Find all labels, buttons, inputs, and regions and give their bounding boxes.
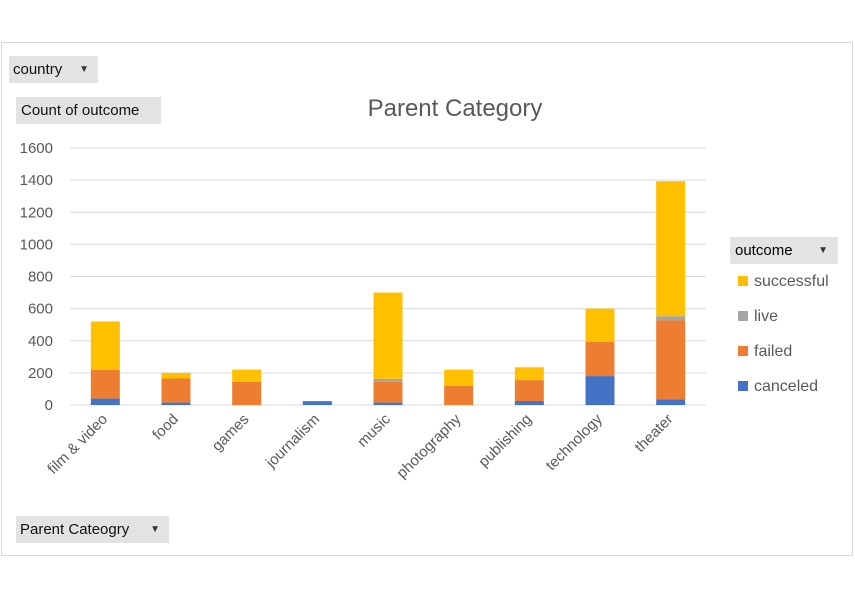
value-field-text: Count of outcome: [21, 102, 140, 119]
bar-segment-failed: [585, 341, 615, 377]
bar-segment-canceled: [302, 401, 332, 405]
bar-segment-canceled: [656, 399, 686, 405]
x-tick-label: theater: [631, 411, 676, 456]
legend-item-failed: failed: [738, 342, 792, 362]
legend-label: failed: [754, 343, 793, 360]
x-tick-label: journalism: [262, 411, 323, 472]
y-tick-label: 200: [28, 365, 53, 382]
bar-segment-failed: [514, 380, 544, 401]
legend-swatch: [738, 345, 748, 356]
bar-segment-canceled: [585, 376, 615, 405]
y-tick-label: 400: [28, 333, 53, 350]
bar-segment-successful: [585, 308, 615, 342]
bar-segment-canceled: [161, 402, 191, 405]
bar-segment-failed: [161, 378, 191, 403]
bar-segment-canceled: [514, 400, 544, 405]
bar-segment-failed: [90, 369, 120, 399]
bar-segment-successful: [90, 321, 120, 370]
bar-segment-failed: [232, 381, 262, 405]
legend-swatch: [738, 310, 748, 321]
bar-segment-live: [373, 378, 403, 382]
bar-segment-successful: [161, 372, 191, 379]
legend: outcome ▼ successful live failed canceled: [730, 237, 838, 395]
bar-segment-successful: [444, 369, 474, 386]
y-tick-label: 1600: [20, 140, 53, 157]
bars: [90, 181, 686, 405]
legend-item-successful: successful: [738, 272, 829, 292]
bar-segment-failed: [444, 385, 474, 405]
bar-segment-successful: [656, 181, 686, 317]
bar-segment-failed: [656, 320, 686, 400]
dropdown-arrow-icon: ▼: [79, 64, 89, 75]
bar-segment-canceled: [373, 402, 403, 405]
x-tick-label: food: [149, 411, 182, 444]
legend-label: canceled: [754, 378, 819, 395]
x-axis-ticks: film & video food games journalism music phot…: [44, 410, 676, 481]
legend-swatch: [738, 380, 748, 391]
y-axis-ticks: 0 200 400 600 800 1000 1200 1400 1600: [20, 140, 53, 414]
y-tick-label: 1400: [20, 172, 53, 189]
x-tick-label: games: [209, 411, 253, 455]
bar-segment-live: [656, 316, 686, 321]
y-tick-label: 600: [28, 301, 53, 318]
dropdown-arrow-icon: ▼: [818, 245, 828, 256]
y-tick-label: 1200: [20, 204, 53, 221]
legend-label: live: [754, 308, 779, 325]
y-tick-label: 0: [45, 397, 53, 414]
bar-segment-successful: [232, 369, 262, 382]
bar-segment-successful: [373, 292, 403, 379]
legend-swatch: [738, 275, 748, 286]
outcome-filter-button[interactable]: outcome ▼: [730, 237, 838, 264]
legend-item-live: live: [738, 307, 778, 327]
legend-item-canceled: canceled: [738, 377, 818, 397]
bar-segment-successful: [514, 367, 544, 381]
x-tick-label: technology: [542, 410, 606, 474]
country-filter-label: country: [13, 61, 63, 78]
x-tick-label: photography: [393, 410, 464, 481]
bar-segment-failed: [373, 381, 403, 403]
chart-area: [1, 42, 853, 556]
x-tick-label: publishing: [475, 411, 535, 471]
dropdown-arrow-icon: ▼: [150, 524, 160, 535]
chart-title: Parent Category: [368, 95, 543, 122]
x-tick-label: film & video: [44, 411, 111, 478]
bar-segment-canceled: [90, 398, 120, 405]
y-tick-label: 1000: [20, 236, 53, 253]
x-tick-label: music: [354, 410, 394, 450]
parent-category-filter-button[interactable]: Parent Cateogry ▼: [16, 516, 169, 543]
outcome-filter-label: outcome: [735, 242, 793, 259]
parent-category-filter-label: Parent Cateogry: [20, 521, 130, 538]
country-filter-button[interactable]: country ▼: [9, 56, 98, 83]
y-tick-label: 800: [28, 269, 53, 286]
value-field-label[interactable]: Count of outcome: [16, 97, 161, 124]
legend-label: successful: [754, 273, 829, 290]
